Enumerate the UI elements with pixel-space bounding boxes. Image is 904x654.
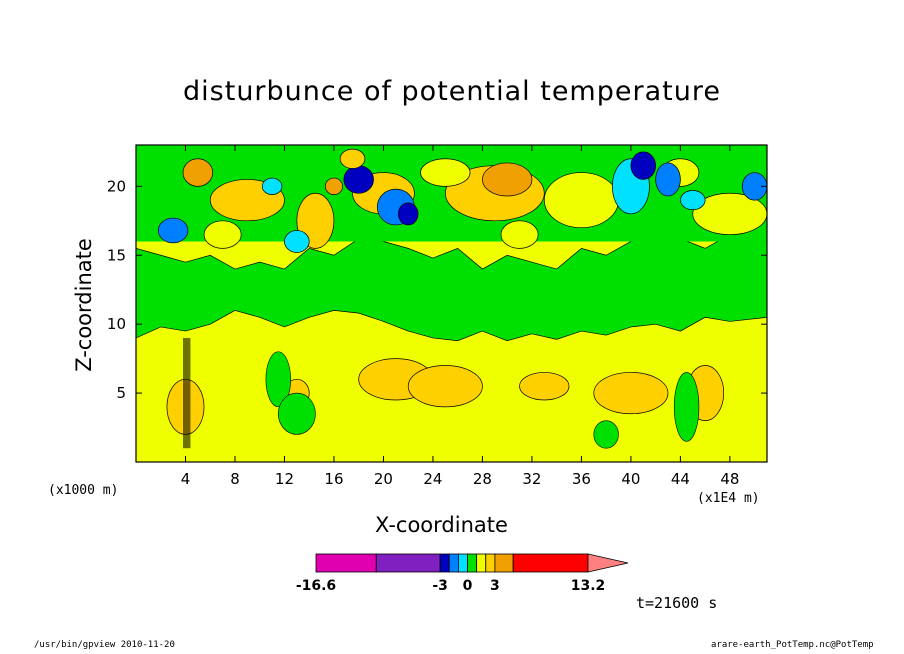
colorbar-label: 0 — [463, 578, 473, 594]
footer-right: arare-earth_PotTemp.nc@PotTemp — [711, 640, 874, 650]
x-tick-label: 40 — [621, 470, 640, 488]
time-label: t=21600 s — [636, 594, 718, 612]
colorbar-segment — [467, 553, 478, 573]
colorbar-min-label: -16.6 — [296, 578, 336, 594]
contour-blob — [397, 202, 419, 226]
y-unit-label: (x1000 m) — [48, 483, 119, 498]
colorbar-segment — [448, 553, 459, 573]
contour-blob — [420, 158, 471, 187]
colorbar: -16.6 13.2 -3 0 3 — [296, 553, 629, 594]
x-tick-label: 12 — [275, 470, 294, 488]
contour-plot — [136, 145, 767, 462]
x-tick-label: 44 — [671, 470, 690, 488]
x-tick-label: 16 — [324, 470, 343, 488]
y-tick-label: 20 — [107, 177, 126, 195]
contour-blob — [182, 158, 214, 187]
contour-blob-green — [593, 420, 619, 449]
colorbar-label: -3 — [432, 578, 448, 594]
contour-blob — [500, 220, 539, 249]
colorbar-segment — [439, 553, 450, 573]
x-tick-label: 36 — [572, 470, 591, 488]
contour-blob — [630, 151, 656, 180]
colorbar-segment — [315, 553, 377, 573]
x-tick-label: 28 — [473, 470, 492, 488]
x-ticks: 4 8 12 16 20 24 28 32 36 40 44 48 — [181, 145, 739, 488]
contour-blob — [339, 148, 366, 169]
contour-blob — [157, 217, 189, 244]
contour-blob-lower — [407, 365, 483, 408]
contour-blob — [324, 177, 343, 195]
plot-frame — [135, 144, 768, 463]
colorbar-max-label: 13.2 — [571, 578, 606, 594]
x-tick-label: 48 — [720, 470, 739, 488]
convective-column — [183, 337, 191, 449]
y-tick-label: 15 — [107, 246, 126, 264]
contour-blob — [343, 165, 374, 194]
y-ticks: 5 10 15 20 — [107, 177, 767, 402]
colorbar-extension — [587, 553, 629, 573]
contour-blob — [655, 162, 681, 197]
colorbar-segment — [494, 553, 514, 573]
colorbar-segment — [375, 553, 441, 573]
contour-blob — [284, 230, 310, 253]
x-unit-label: (x1E4 m) — [697, 491, 760, 506]
green-band — [136, 227, 767, 342]
y-tick-label: 10 — [107, 315, 126, 333]
colorbar-segment — [485, 553, 496, 573]
x-tick-label: 4 — [181, 470, 191, 488]
contour-blob-green — [673, 372, 700, 442]
contour-blob — [543, 172, 619, 229]
x-tick-label: 32 — [522, 470, 541, 488]
contour-blob — [482, 162, 533, 197]
contour-blob-green — [277, 392, 316, 435]
x-tick-label: 8 — [230, 470, 240, 488]
contour-blob-lower — [519, 372, 570, 401]
colorbar-segment — [476, 553, 487, 573]
contour-blob — [261, 177, 283, 195]
contour-blob — [203, 220, 242, 249]
y-tick-label: 5 — [116, 384, 126, 402]
contour-blob — [680, 190, 706, 211]
colorbar-label: 3 — [490, 578, 500, 594]
contour-blob-green — [265, 351, 291, 408]
footer-left: /usr/bin/gpview 2010-11-20 — [34, 640, 175, 650]
colorbar-segment — [457, 553, 468, 573]
colorbar-segment — [512, 553, 589, 573]
contour-blob-lower — [593, 372, 669, 415]
x-tick-label: 24 — [423, 470, 442, 488]
x-tick-label: 20 — [374, 470, 393, 488]
chart-title: disturbunce of potential temperature — [183, 76, 721, 107]
x-axis-label: X-coordinate — [375, 513, 508, 537]
